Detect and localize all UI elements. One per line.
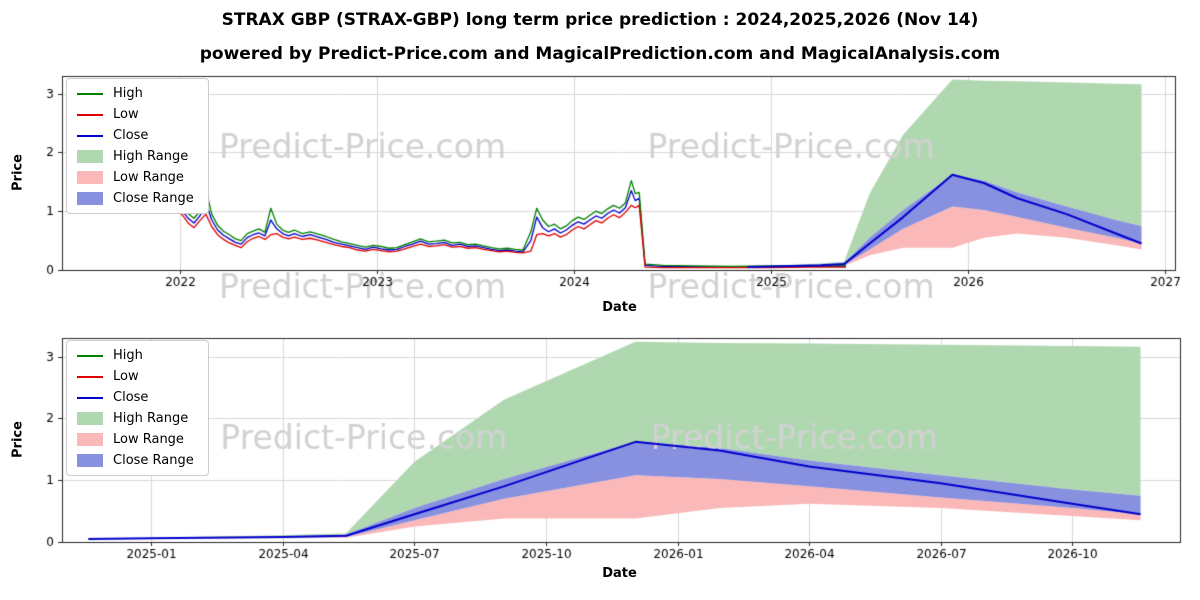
legend-item-close: Close xyxy=(77,128,194,143)
legend-item-low: Low xyxy=(77,107,194,122)
high-line-swatch-icon xyxy=(77,354,103,357)
bottom-chart-block: Price Date High Low Close High Range Low… xyxy=(0,330,1200,600)
legend-label: Close Range xyxy=(113,191,194,206)
high-line-swatch-icon xyxy=(77,92,103,95)
legend-label: Low xyxy=(113,107,139,122)
top-chart-legend: High Low Close High Range Low Range Clos… xyxy=(66,78,209,214)
legend-item-low-range: Low Range xyxy=(77,170,194,185)
legend-label: Close xyxy=(113,128,149,143)
bottom-chart-xlabel: Date xyxy=(602,566,637,581)
legend-label: Low xyxy=(113,369,139,384)
legend-item-low: Low xyxy=(77,369,194,384)
bottom-chart-legend: High Low Close High Range Low Range Clos… xyxy=(66,340,209,476)
legend-item-high-range: High Range xyxy=(77,149,194,164)
legend-label: High xyxy=(113,348,143,363)
page-title: STRAX GBP (STRAX-GBP) long term price pr… xyxy=(221,10,979,30)
legend-item-high: High xyxy=(77,86,194,101)
high-range-swatch-icon xyxy=(77,150,103,163)
legend-item-close: Close xyxy=(77,390,194,405)
close-line-swatch-icon xyxy=(77,134,103,137)
legend-label: Low Range xyxy=(113,432,184,447)
low-range-swatch-icon xyxy=(77,433,103,446)
legend-item-high-range: High Range xyxy=(77,411,194,426)
low-line-swatch-icon xyxy=(77,113,103,116)
close-range-swatch-icon xyxy=(77,192,103,205)
close-range-swatch-icon xyxy=(77,454,103,467)
legend-label: High xyxy=(113,86,143,101)
top-chart-xlabel: Date xyxy=(602,300,637,315)
low-range-swatch-icon xyxy=(77,171,103,184)
legend-item-high: High xyxy=(77,348,194,363)
close-line-swatch-icon xyxy=(77,396,103,399)
high-range-swatch-icon xyxy=(77,412,103,425)
page-subtitle: powered by Predict-Price.com and Magical… xyxy=(199,44,1001,64)
top-chart-ylabel: Price xyxy=(10,154,26,191)
legend-label: Low Range xyxy=(113,170,184,185)
bottom-chart-ylabel: Price xyxy=(10,421,26,458)
legend-label: High Range xyxy=(113,411,189,426)
legend-item-close-range: Close Range xyxy=(77,191,194,206)
legend-label: Close Range xyxy=(113,453,194,468)
top-chart-block: Price Date High Low Close High Range Low… xyxy=(0,68,1200,330)
legend-item-close-range: Close Range xyxy=(77,453,194,468)
legend-item-low-range: Low Range xyxy=(77,432,194,447)
legend-label: Close xyxy=(113,390,149,405)
legend-label: High Range xyxy=(113,149,189,164)
low-line-swatch-icon xyxy=(77,375,103,378)
